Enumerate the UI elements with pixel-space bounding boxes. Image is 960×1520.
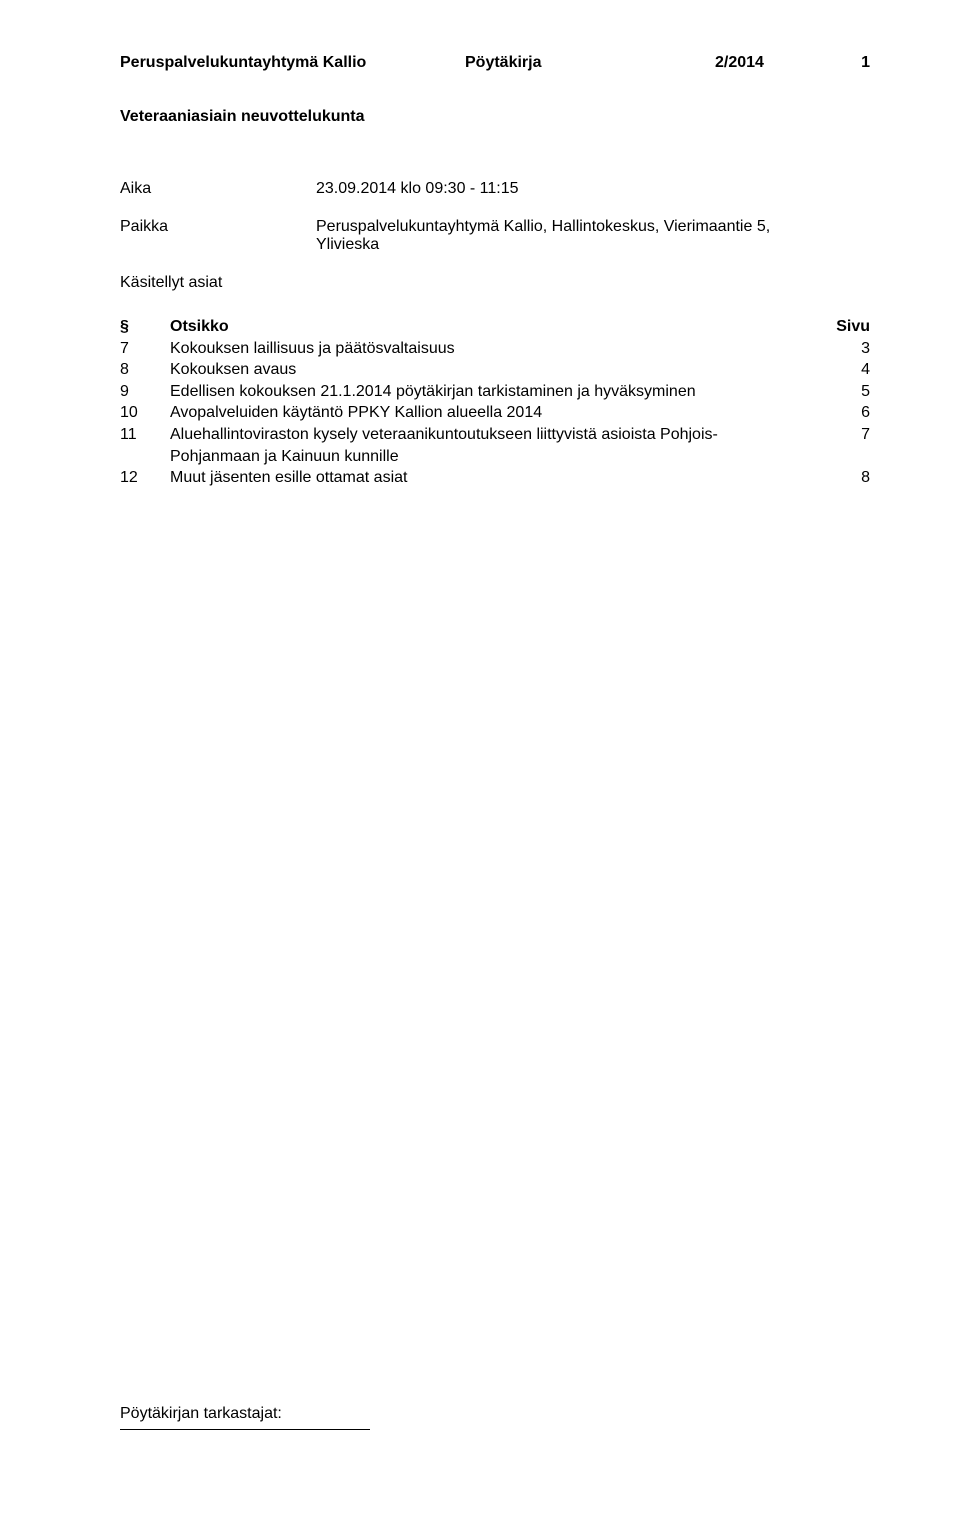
toc: § Otsikko Sivu 7 Kokouksen laillisuus ja… [120,316,870,489]
meta-place-row: Paikka Peruspalvelukuntayhtymä Kallio, H… [120,218,870,254]
meta-time-label: Aika [120,180,316,198]
toc-title: Muut jäsenten esille ottamat asiat [170,467,820,489]
toc-page: 5 [820,381,870,403]
toc-header-title: Otsikko [170,316,820,338]
toc-row: 10 Avopalveluiden käytäntö PPKY Kallion … [120,402,870,424]
toc-sym: 10 [120,402,170,424]
document-header: Peruspalvelukuntayhtymä Kallio Pöytäkirj… [120,54,870,72]
meta-place-line1: Peruspalvelukuntayhtymä Kallio, Hallinto… [316,218,770,235]
toc-title: Kokouksen avaus [170,359,820,381]
header-doc-type: Pöytäkirja [465,54,715,72]
committee-name: Veteraaniasiain neuvottelukunta [120,108,870,126]
footer: Pöytäkirjan tarkastajat: [120,1405,370,1430]
toc-page: 3 [820,338,870,360]
toc-sym: 12 [120,467,170,489]
header-page-number: 1 [835,54,870,72]
meta-place-label: Paikka [120,218,316,254]
toc-page: 8 [820,467,870,489]
toc-sym: 9 [120,381,170,403]
footer-signature-line [120,1429,370,1430]
toc-page: 4 [820,359,870,381]
toc-title: Aluehallintoviraston kysely veteraanikun… [170,424,820,467]
toc-row: 9 Edellisen kokouksen 21.1.2014 pöytäkir… [120,381,870,403]
meta-time-value: 23.09.2014 klo 09:30 - 11:15 [316,180,870,198]
toc-header-row: § Otsikko Sivu [120,316,870,338]
toc-sym: 8 [120,359,170,381]
toc-page: 6 [820,402,870,424]
toc-sym: 11 [120,424,170,446]
header-number: 2/2014 [715,54,835,72]
meta-place-value: Peruspalvelukuntayhtymä Kallio, Hallinto… [316,218,870,254]
toc-title: Kokouksen laillisuus ja päätösvaltaisuus [170,338,820,360]
toc-page: 7 [820,424,870,446]
toc-title: Edellisen kokouksen 21.1.2014 pöytäkirja… [170,381,820,403]
footer-label: Pöytäkirjan tarkastajat: [120,1405,282,1422]
meta-place-line2: Ylivieska [316,236,379,253]
toc-header-page: Sivu [820,316,870,338]
section-heading: Käsitellyt asiat [120,274,870,292]
toc-row: 11 Aluehallintoviraston kysely veteraani… [120,424,870,467]
toc-row: 7 Kokouksen laillisuus ja päätösvaltaisu… [120,338,870,360]
toc-row: 12 Muut jäsenten esille ottamat asiat 8 [120,467,870,489]
toc-title: Avopalveluiden käytäntö PPKY Kallion alu… [170,402,820,424]
meta-time-row: Aika 23.09.2014 klo 09:30 - 11:15 [120,180,870,198]
toc-row: 8 Kokouksen avaus 4 [120,359,870,381]
toc-header-sym: § [120,316,170,338]
header-organization: Peruspalvelukuntayhtymä Kallio [120,54,465,72]
toc-sym: 7 [120,338,170,360]
